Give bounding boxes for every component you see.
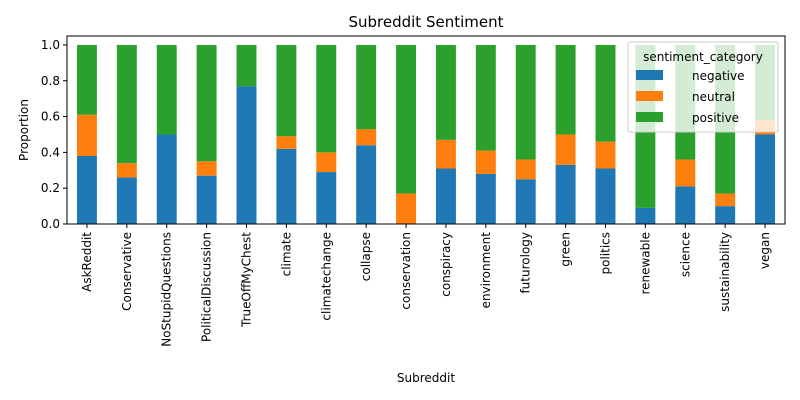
bar-negative bbox=[356, 145, 377, 224]
bar-positive bbox=[76, 44, 97, 115]
x-tick-label: climatechange bbox=[319, 232, 333, 321]
bar-negative bbox=[276, 148, 297, 224]
bar-neutral bbox=[435, 139, 456, 169]
x-tick-label: conservation bbox=[399, 232, 413, 310]
x-tick-label: politics bbox=[599, 232, 613, 275]
y-tick-label: 0.0 bbox=[41, 217, 60, 231]
bar-neutral bbox=[715, 193, 736, 207]
legend-swatch-neutral bbox=[636, 91, 663, 101]
y-axis-label: Proportion bbox=[17, 99, 31, 161]
bar-negative bbox=[715, 206, 736, 224]
x-tick-label: science bbox=[678, 232, 692, 277]
y-tick-label: 0.6 bbox=[41, 110, 60, 124]
x-tick-label: NoStupidQuestions bbox=[160, 232, 174, 347]
bar-neutral bbox=[595, 141, 616, 169]
x-tick-label: sustainability bbox=[718, 232, 732, 312]
bar-negative bbox=[435, 168, 456, 224]
bar-positive bbox=[276, 44, 297, 137]
y-tick-label: 0.2 bbox=[41, 181, 60, 195]
bar-neutral bbox=[356, 129, 377, 146]
bar-negative bbox=[76, 155, 97, 224]
bar-neutral bbox=[276, 136, 297, 149]
bar-negative bbox=[515, 179, 536, 224]
legend-items: negative neutral positive bbox=[636, 69, 744, 125]
bar-positive bbox=[356, 44, 377, 130]
bar-positive bbox=[236, 44, 257, 87]
legend-label-neutral: neutral bbox=[692, 90, 735, 104]
bar-neutral bbox=[196, 161, 217, 176]
x-tick-label: environment bbox=[479, 232, 493, 309]
bar-neutral bbox=[515, 159, 536, 180]
y-axis: 0.0 0.2 0.4 0.6 0.8 1.0 bbox=[41, 38, 67, 231]
y-tick-label: 1.0 bbox=[41, 38, 60, 52]
plot-frame bbox=[66, 35, 786, 225]
chart-title: Subreddit Sentiment bbox=[348, 13, 503, 31]
bar-negative bbox=[316, 172, 337, 224]
y-tick-label: 0.8 bbox=[41, 74, 60, 88]
bar-negative bbox=[156, 134, 177, 224]
x-tick-label: vegan bbox=[758, 232, 772, 269]
bar-positive bbox=[555, 44, 576, 135]
bar-positive bbox=[196, 44, 217, 162]
x-axis-label: Subreddit bbox=[397, 371, 455, 385]
bar-positive bbox=[156, 44, 177, 135]
bar-positive bbox=[116, 44, 137, 164]
bar-negative bbox=[755, 134, 776, 224]
bar-positive bbox=[475, 44, 496, 151]
x-tick-label: climate bbox=[279, 232, 293, 276]
legend-swatch-positive bbox=[636, 112, 663, 122]
bar-negative bbox=[595, 168, 616, 224]
legend-box bbox=[627, 41, 779, 133]
x-tick-label: green bbox=[559, 232, 573, 267]
x-tick-label: TrueOffMyChest bbox=[240, 232, 254, 328]
legend: sentiment_category negative neutral positi… bbox=[627, 41, 779, 133]
bar-positive bbox=[435, 44, 456, 140]
legend-label-negative: negative bbox=[692, 69, 744, 83]
x-tick-label: Conservative bbox=[120, 232, 134, 311]
y-tick-label: 0.4 bbox=[41, 145, 60, 159]
bars-group bbox=[76, 44, 776, 224]
x-tick-label: AskReddit bbox=[80, 232, 94, 292]
x-axis: AskReddit Conservative NoStupidQuestions Po… bbox=[80, 224, 772, 347]
bar-positive bbox=[316, 44, 337, 153]
x-tick-label: PoliticalDiscussion bbox=[200, 232, 214, 342]
bar-negative bbox=[196, 175, 217, 224]
bar-negative bbox=[635, 207, 656, 224]
bar-neutral bbox=[116, 163, 137, 178]
bar-negative bbox=[116, 177, 137, 224]
bar-neutral bbox=[675, 159, 696, 187]
legend-label-positive: positive bbox=[692, 111, 739, 125]
bar-neutral bbox=[555, 134, 576, 165]
bar-positive bbox=[515, 44, 536, 160]
bar-neutral bbox=[475, 150, 496, 174]
bar-negative bbox=[555, 164, 576, 224]
bar-negative bbox=[475, 173, 496, 224]
x-tick-label: futurology bbox=[519, 232, 533, 294]
bar-neutral bbox=[396, 193, 417, 224]
x-tick-label: collapse bbox=[359, 232, 373, 281]
bar-negative bbox=[236, 86, 257, 224]
bar-positive bbox=[396, 44, 417, 194]
bar-neutral bbox=[76, 114, 97, 156]
x-tick-label: conspiracy bbox=[439, 232, 453, 297]
bar-positive bbox=[595, 44, 616, 142]
bar-negative bbox=[675, 186, 696, 224]
bar-neutral bbox=[316, 152, 337, 173]
x-tick-label: renewable bbox=[638, 232, 652, 295]
legend-swatch-negative bbox=[636, 70, 663, 80]
legend-title: sentiment_category bbox=[643, 50, 763, 64]
